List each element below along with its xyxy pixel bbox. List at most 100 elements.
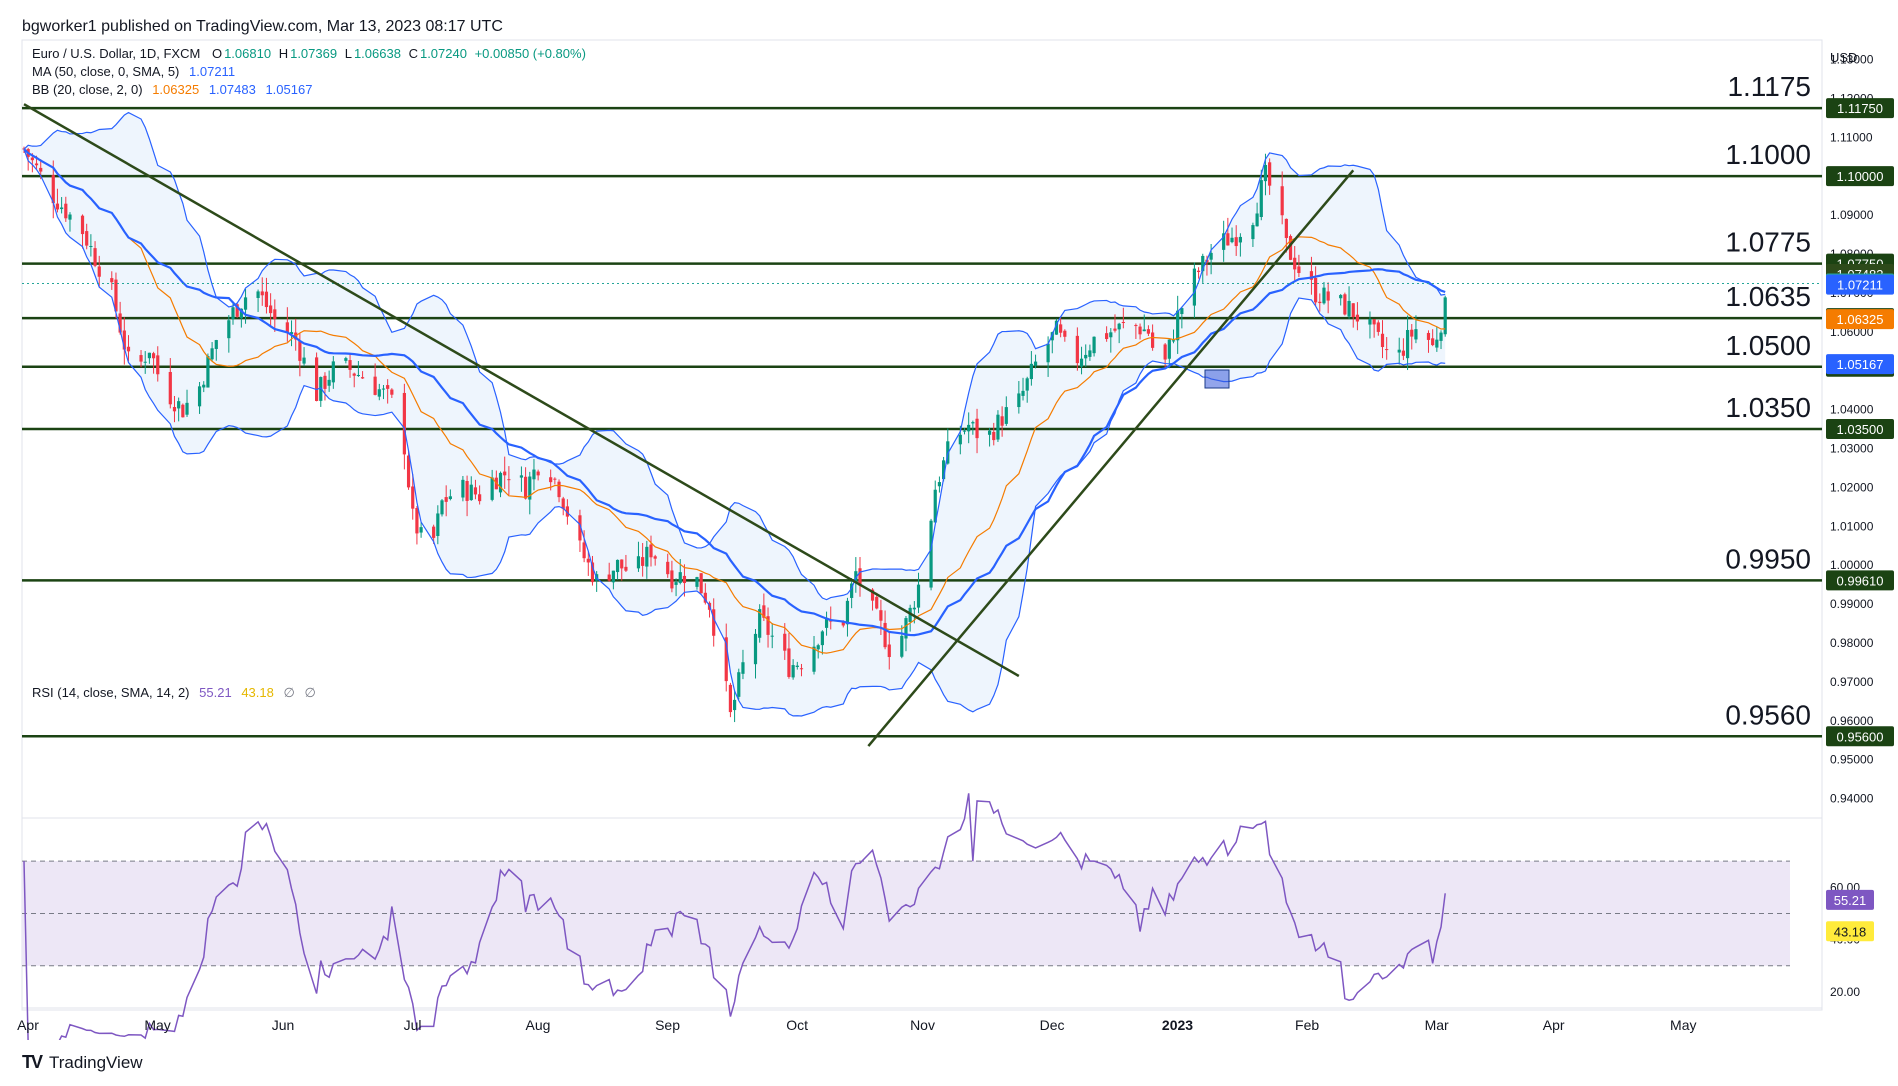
rsi-line xyxy=(23,793,1446,1040)
candle xyxy=(461,475,465,502)
candle-body xyxy=(114,279,118,312)
candle xyxy=(126,335,131,362)
candle xyxy=(411,474,415,520)
candle xyxy=(858,556,862,597)
change-value: +0.00850 (+0.80%) xyxy=(474,46,586,61)
candle-body xyxy=(498,472,503,493)
candle-body xyxy=(958,434,962,445)
candle xyxy=(1268,158,1272,195)
candle xyxy=(97,255,101,287)
currency-label: USD xyxy=(1830,50,1857,65)
candle xyxy=(737,668,741,700)
candle xyxy=(273,299,277,332)
candle xyxy=(110,271,114,290)
candle-body xyxy=(80,215,85,235)
candle-body xyxy=(1439,332,1443,341)
price-tag-bg xyxy=(1826,354,1894,375)
candle xyxy=(206,353,210,388)
candle-body xyxy=(1376,322,1380,332)
open-label: O xyxy=(211,46,223,61)
level-tag-bg xyxy=(1826,726,1894,747)
candle xyxy=(390,388,394,398)
ma-label: MA (50, close, 0, SMA, 5) xyxy=(32,64,180,79)
candle-body xyxy=(210,348,214,360)
candle xyxy=(1222,220,1226,262)
candle-body xyxy=(812,646,816,672)
candle-body xyxy=(653,556,657,559)
time-tick-label: 2023 xyxy=(1162,1017,1193,1033)
level-tag-text: 0.95600 xyxy=(1837,729,1884,744)
bollinger-upper-line xyxy=(23,111,1446,601)
candle xyxy=(402,383,406,470)
time-tick-label: Feb xyxy=(1295,1017,1319,1033)
candle xyxy=(80,214,85,249)
time-tick-label: Dec xyxy=(1040,1017,1065,1033)
candle xyxy=(519,466,524,492)
candle-body xyxy=(737,672,741,697)
candle-body xyxy=(235,304,239,317)
candle-body xyxy=(578,515,582,541)
candle-body xyxy=(85,231,89,246)
candle xyxy=(331,356,335,389)
level-price-tag: 1.10000 xyxy=(1826,166,1894,187)
candle xyxy=(377,383,381,401)
candle-body xyxy=(60,207,64,210)
close-value: 1.07240 xyxy=(419,46,467,61)
candle-body xyxy=(1088,350,1092,357)
candle-body xyxy=(356,375,360,377)
candle xyxy=(850,577,854,609)
candle xyxy=(695,576,699,590)
bollinger-fill xyxy=(24,112,1446,716)
candle xyxy=(1021,377,1025,401)
candle-body xyxy=(820,631,824,646)
candle xyxy=(260,277,264,306)
candle-body xyxy=(444,497,448,502)
rsi-value-tag: 55.21 xyxy=(1826,889,1874,910)
candle-body xyxy=(122,330,126,350)
level-tag-bg xyxy=(1826,419,1894,439)
price-tag-bg xyxy=(1826,309,1894,330)
candle xyxy=(1054,318,1059,335)
candle xyxy=(557,479,561,503)
candle-body xyxy=(1288,236,1293,260)
candle-body xyxy=(1431,338,1435,346)
candle-body xyxy=(126,346,131,352)
candle xyxy=(854,557,858,593)
time-tick-label: Apr xyxy=(1543,1017,1565,1033)
candle-body xyxy=(1029,363,1033,380)
candle xyxy=(469,476,473,501)
candle xyxy=(615,559,620,580)
candle xyxy=(269,293,273,328)
date-range-marker[interactable] xyxy=(1204,369,1230,389)
candle-body xyxy=(519,475,524,478)
rsi-label: RSI (14, close, SMA, 14, 2) xyxy=(32,685,190,700)
candle-body xyxy=(231,307,235,320)
candle-body xyxy=(858,568,862,586)
candle-body xyxy=(156,355,160,375)
candle xyxy=(1339,293,1343,306)
level-tag-text: 1.10000 xyxy=(1837,169,1884,184)
candle-body xyxy=(1059,324,1063,333)
candle xyxy=(1288,234,1293,261)
price-tick-label: 1.09000 xyxy=(1830,208,1874,222)
candle xyxy=(1142,314,1146,332)
candle xyxy=(344,356,348,364)
candle xyxy=(89,234,93,257)
candle-body xyxy=(30,157,34,161)
rsi-ma-value: 43.18 xyxy=(241,685,274,700)
candle-body xyxy=(1196,270,1201,273)
low-value: 1.06638 xyxy=(353,46,401,61)
candle-body xyxy=(432,526,436,538)
candle xyxy=(302,347,306,367)
candle xyxy=(1134,323,1138,340)
time-tick-label: Apr xyxy=(17,1017,39,1033)
candle-body xyxy=(678,572,682,583)
candle-body xyxy=(197,386,202,407)
price-tick-label: 1.04000 xyxy=(1830,403,1874,417)
candle-body xyxy=(971,422,975,424)
candle xyxy=(682,564,687,597)
candle-body xyxy=(406,455,411,488)
candle-body xyxy=(845,600,850,625)
candle-body xyxy=(1050,332,1054,341)
